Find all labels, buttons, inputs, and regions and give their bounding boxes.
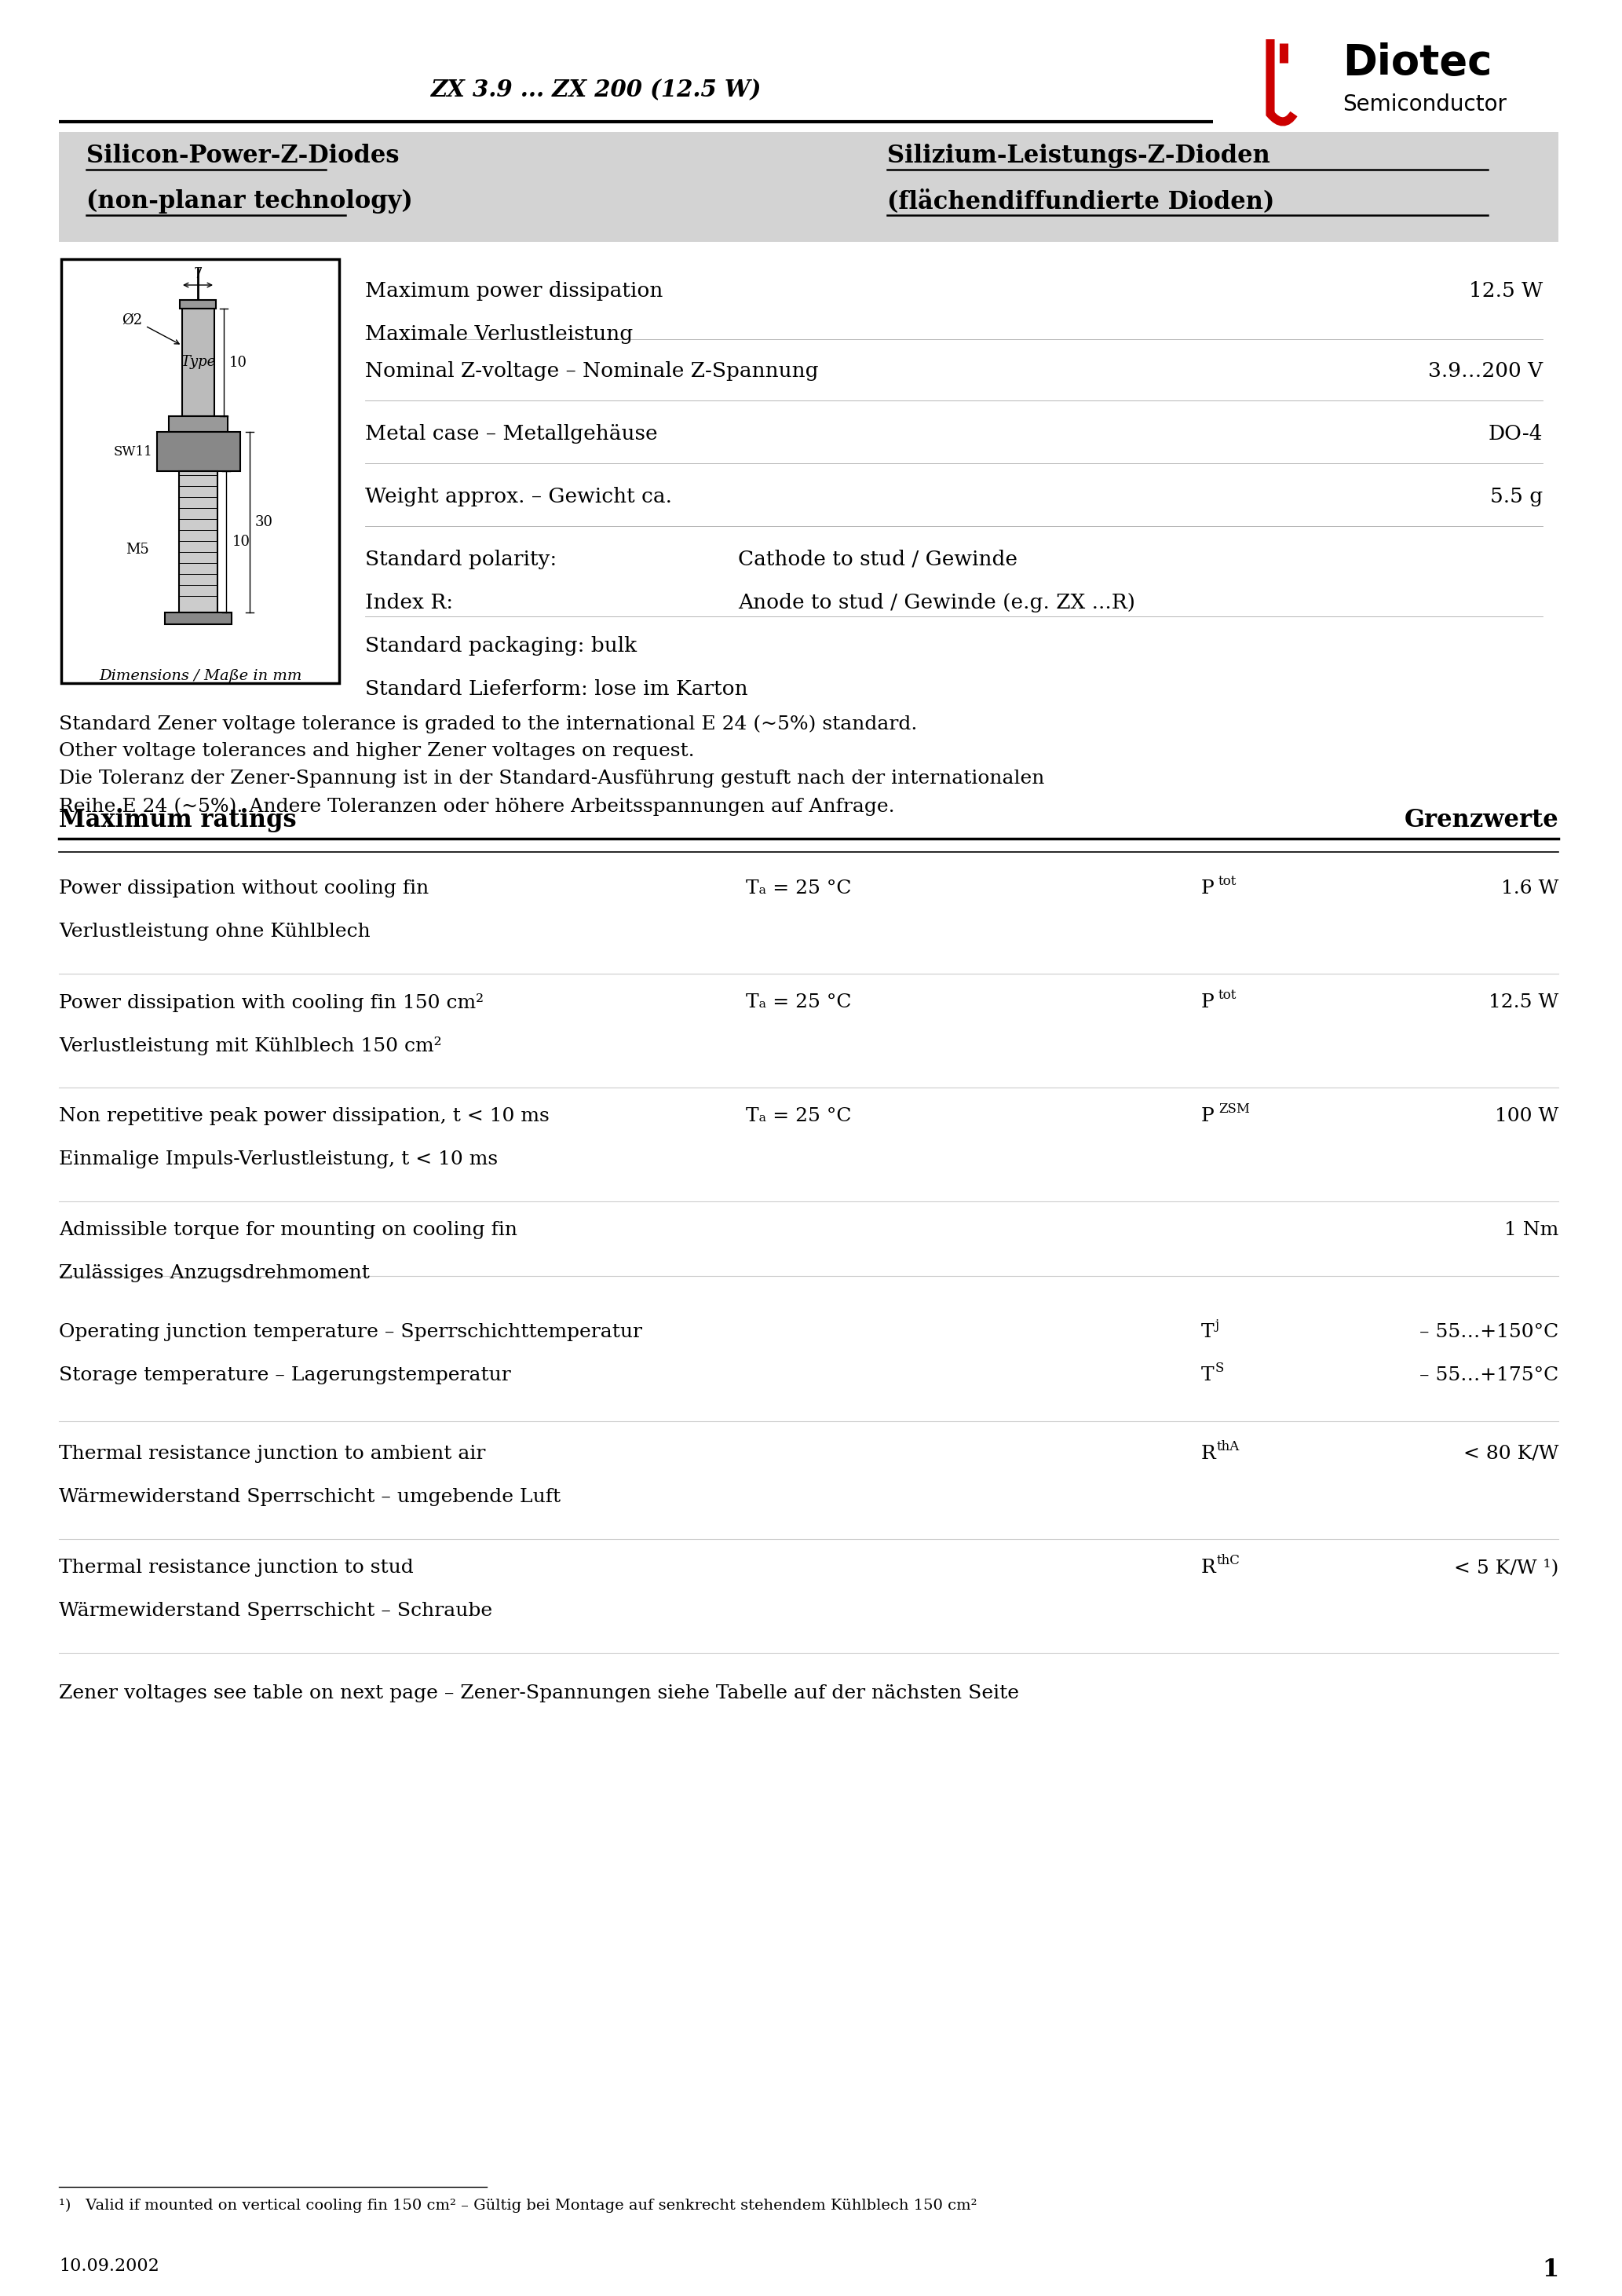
- Text: 10.09.2002: 10.09.2002: [58, 2257, 159, 2275]
- Text: 5.5 g: 5.5 g: [1491, 487, 1543, 507]
- Bar: [182, 308, 214, 416]
- Text: Tₐ = 25 °C: Tₐ = 25 °C: [746, 994, 852, 1010]
- Text: thA: thA: [1216, 1440, 1239, 1453]
- Text: 12.5 W: 12.5 W: [1489, 994, 1559, 1010]
- Text: Anode to stud / Gewinde (e.g. ZX ...R): Anode to stud / Gewinde (e.g. ZX ...R): [738, 592, 1135, 613]
- Text: ZSM: ZSM: [1218, 1102, 1251, 1116]
- Text: – 55…+175°C: – 55…+175°C: [1419, 1366, 1559, 1384]
- Text: 1.6 W: 1.6 W: [1500, 879, 1559, 898]
- Text: Maximum power dissipation: Maximum power dissipation: [365, 280, 663, 301]
- Text: Non repetitive peak power dissipation, t < 10 ms: Non repetitive peak power dissipation, t…: [58, 1107, 550, 1125]
- Text: S: S: [1215, 1362, 1225, 1375]
- Text: M5: M5: [127, 542, 149, 556]
- Bar: [58, 131, 1559, 241]
- Text: Power dissipation without cooling fin: Power dissipation without cooling fin: [58, 879, 428, 898]
- Text: 1 Nm: 1 Nm: [1504, 1221, 1559, 1240]
- Text: T: T: [1202, 1366, 1215, 1384]
- Text: 7: 7: [193, 266, 203, 280]
- Text: Operating junction temperature – Sperrschichttemperatur: Operating junction temperature – Sperrsc…: [58, 1322, 642, 1341]
- Text: Standard polarity:: Standard polarity:: [365, 549, 556, 569]
- Text: 30: 30: [255, 514, 272, 530]
- Text: – 55…+150°C: – 55…+150°C: [1419, 1322, 1559, 1341]
- Text: 10: 10: [229, 356, 247, 370]
- Text: Maximum ratings: Maximum ratings: [58, 808, 297, 833]
- Text: Cathode to stud / Gewinde: Cathode to stud / Gewinde: [738, 549, 1017, 569]
- Text: Thermal resistance junction to ambient air: Thermal resistance junction to ambient a…: [58, 1444, 485, 1463]
- Text: Grenzwerte: Grenzwerte: [1405, 808, 1559, 833]
- Text: Silicon-Power-Z-Diodes: Silicon-Power-Z-Diodes: [86, 145, 399, 168]
- Text: < 5 K/W ¹): < 5 K/W ¹): [1453, 1559, 1559, 1577]
- Text: P: P: [1202, 879, 1215, 898]
- Text: Power dissipation with cooling fin 150 cm²: Power dissipation with cooling fin 150 c…: [58, 994, 483, 1013]
- Text: Verlustleistung mit Kühlblech 150 cm²: Verlustleistung mit Kühlblech 150 cm²: [58, 1035, 441, 1056]
- Text: Thermal resistance junction to stud: Thermal resistance junction to stud: [58, 1559, 414, 1577]
- Text: 12.5 W: 12.5 W: [1468, 280, 1543, 301]
- Text: DO-4: DO-4: [1487, 425, 1543, 443]
- Text: Standard Lieferform: lose im Karton: Standard Lieferform: lose im Karton: [365, 680, 748, 698]
- Text: Wärmewiderstand Sperrschicht – Schraube: Wärmewiderstand Sperrschicht – Schraube: [58, 1603, 493, 1621]
- Text: < 80 K/W: < 80 K/W: [1463, 1444, 1559, 1463]
- Text: Maximale Verlustleistung: Maximale Verlustleistung: [365, 324, 633, 344]
- Text: Weight approx. – Gewicht ca.: Weight approx. – Gewicht ca.: [365, 487, 672, 507]
- Text: Index R:: Index R:: [365, 592, 453, 613]
- Text: T: T: [1202, 1322, 1215, 1341]
- Text: tot: tot: [1218, 875, 1238, 889]
- Text: Ø2: Ø2: [122, 312, 143, 328]
- Text: j: j: [1215, 1318, 1220, 1332]
- Text: Dimensions / Maße in mm: Dimensions / Maße in mm: [99, 668, 302, 684]
- Text: Verlustleistung ohne Kühlblech: Verlustleistung ohne Kühlblech: [58, 923, 370, 941]
- Bar: [157, 432, 240, 471]
- Text: P: P: [1202, 1107, 1215, 1125]
- Text: Nominal Z-voltage – Nominale Z-Spannung: Nominal Z-voltage – Nominale Z-Spannung: [365, 360, 819, 381]
- Text: P: P: [1202, 994, 1215, 1010]
- Bar: [180, 301, 216, 308]
- Text: ZX 3.9 ... ZX 200 (12.5 W): ZX 3.9 ... ZX 200 (12.5 W): [431, 78, 762, 101]
- Text: Diotec: Diotec: [1343, 41, 1492, 83]
- Text: Tₐ = 25 °C: Tₐ = 25 °C: [746, 1107, 852, 1125]
- Text: 10: 10: [232, 535, 250, 549]
- Text: 1: 1: [1543, 2257, 1559, 2282]
- Bar: [62, 259, 339, 684]
- Text: ¹)   Valid if mounted on vertical cooling fin 150 cm² – Gültig bei Montage auf s: ¹) Valid if mounted on vertical cooling …: [58, 2200, 976, 2213]
- Text: Silizium-Leistungs-Z-Dioden: Silizium-Leistungs-Z-Dioden: [887, 145, 1270, 168]
- Text: Type: Type: [182, 356, 216, 370]
- Text: Einmalige Impuls-Verlustleistung, t < 10 ms: Einmalige Impuls-Verlustleistung, t < 10…: [58, 1150, 498, 1169]
- Text: Metal case – Metallgehäuse: Metal case – Metallgehäuse: [365, 425, 657, 443]
- Text: Storage temperature – Lagerungstemperatur: Storage temperature – Lagerungstemperatu…: [58, 1366, 511, 1384]
- Text: SW11: SW11: [114, 445, 152, 459]
- Text: Standard Zener voltage tolerance is graded to the international E 24 (~5%) stand: Standard Zener voltage tolerance is grad…: [58, 714, 1045, 815]
- Text: Semiconductor: Semiconductor: [1343, 94, 1507, 115]
- Text: Wärmewiderstand Sperrschicht – umgebende Luft: Wärmewiderstand Sperrschicht – umgebende…: [58, 1488, 561, 1506]
- Text: 100 W: 100 W: [1494, 1107, 1559, 1125]
- Text: (flächendiffundierte Dioden): (flächendiffundierte Dioden): [887, 188, 1275, 214]
- Bar: [169, 416, 227, 432]
- Text: tot: tot: [1218, 990, 1238, 1001]
- Text: Tₐ = 25 °C: Tₐ = 25 °C: [746, 879, 852, 898]
- Text: Standard packaging: bulk: Standard packaging: bulk: [365, 636, 637, 657]
- Text: Admissible torque for mounting on cooling fin: Admissible torque for mounting on coolin…: [58, 1221, 517, 1240]
- Text: R: R: [1202, 1559, 1216, 1577]
- Text: R: R: [1202, 1444, 1216, 1463]
- Text: 3.9…200 V: 3.9…200 V: [1427, 360, 1543, 381]
- Bar: [165, 613, 232, 625]
- Text: Zener voltages see table on next page – Zener-Spannungen siehe Tabelle auf der n: Zener voltages see table on next page – …: [58, 1685, 1019, 1701]
- Bar: [178, 471, 217, 613]
- Text: (non-planar technology): (non-planar technology): [86, 188, 412, 214]
- Text: thC: thC: [1216, 1554, 1241, 1568]
- Text: Zulässiges Anzugsdrehmoment: Zulässiges Anzugsdrehmoment: [58, 1265, 370, 1281]
